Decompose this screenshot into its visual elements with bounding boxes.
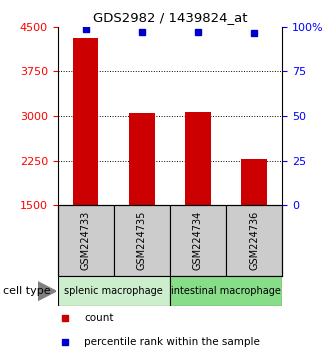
Bar xyxy=(242,159,267,205)
Bar xyxy=(58,205,114,276)
Bar xyxy=(58,276,170,306)
Bar xyxy=(170,205,226,276)
Text: GSM224736: GSM224736 xyxy=(249,211,259,270)
Polygon shape xyxy=(38,282,56,301)
Text: cell type: cell type xyxy=(3,286,51,296)
Bar xyxy=(226,205,282,276)
Text: GSM224735: GSM224735 xyxy=(137,211,147,270)
Bar xyxy=(114,205,170,276)
Bar xyxy=(185,112,211,205)
Text: intestinal macrophage: intestinal macrophage xyxy=(171,286,281,296)
Title: GDS2982 / 1439824_at: GDS2982 / 1439824_at xyxy=(93,11,247,24)
Text: splenic macrophage: splenic macrophage xyxy=(64,286,163,296)
Text: percentile rank within the sample: percentile rank within the sample xyxy=(84,337,260,347)
Bar xyxy=(73,38,98,205)
Text: count: count xyxy=(84,313,114,323)
Bar xyxy=(170,276,282,306)
Text: GSM224733: GSM224733 xyxy=(81,211,91,270)
Text: GSM224734: GSM224734 xyxy=(193,211,203,270)
Bar xyxy=(129,113,154,205)
